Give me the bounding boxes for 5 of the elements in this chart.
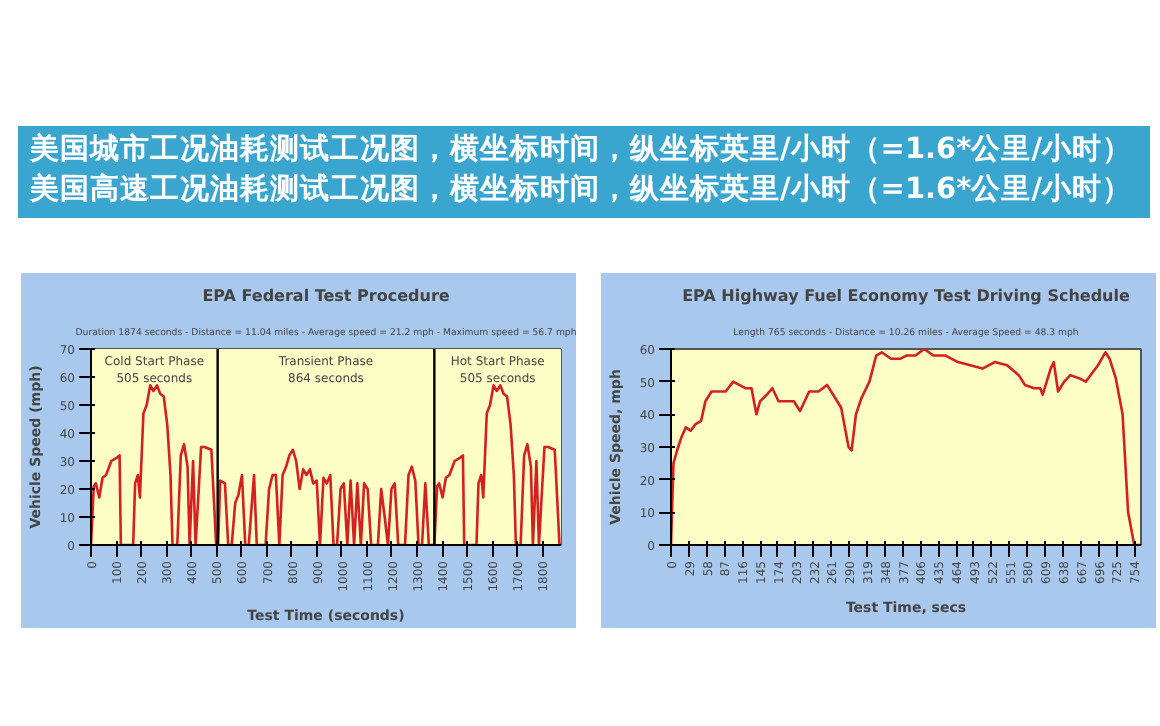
- text: 美国高速工况油耗测试工况图，横坐标时间，纵坐标英里/小时（=1.6*公里/小时）: [30, 174, 1133, 206]
- chart-title: EPA Highway Fuel Economy Test Driving Schedule: [682, 287, 1131, 305]
- text: 美国城市工况油耗测试工况图，横坐标时间，纵坐标英里/小时（=1.6*公里/小时）: [30, 134, 1133, 166]
- chart-title: EPA Federal Test Procedure: [202, 287, 451, 305]
- line-series: [671, 349, 1141, 545]
